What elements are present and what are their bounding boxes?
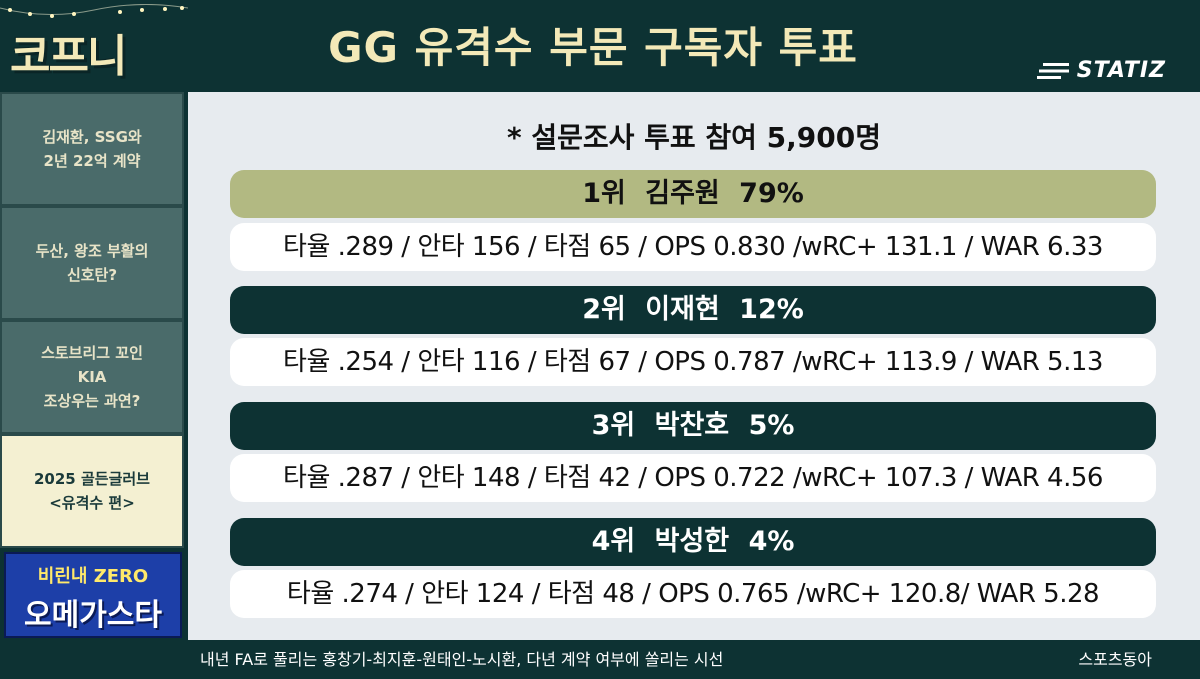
- rank-header-2: 2위 이재현 12%: [230, 286, 1156, 334]
- ad-box: 비린내 ZERO 오메가스타: [4, 552, 182, 638]
- brand-watermark: STATIZ: [1036, 58, 1166, 83]
- rank-header-4: 4위 박성한 4%: [230, 518, 1156, 566]
- sidebar-item-label: 스토브리그 꼬인 KIA 조상우는 과연?: [41, 344, 143, 410]
- sidebar-item-kim-jaehwan[interactable]: 김재환, SSG와 2년 22억 계약: [0, 92, 184, 206]
- ad-tagline: 비린내 ZERO: [37, 566, 149, 587]
- stat-line-3: 타율 .287 / 안타 148 / 타점 42 / OPS 0.722 /wR…: [230, 454, 1156, 502]
- sidebar-item-kia[interactable]: 스토브리그 꼬인 KIA 조상우는 과연?: [0, 320, 184, 434]
- vote-percent: 12%: [739, 294, 804, 325]
- header: GG 유격수 부문 구독자 투표 STATIZ: [188, 0, 1200, 92]
- sidebar-item-label: 두산, 왕조 부활의 신호탄?: [35, 242, 149, 284]
- main-content: * 설문조사 투표 참여 5,900명 1위 김주원 79% 타율 .289 /…: [188, 92, 1200, 640]
- rank-header-1: 1위 김주원 79%: [230, 170, 1156, 218]
- ad-product-name: 오메가스타: [24, 598, 162, 633]
- string-lights-icon: [0, 4, 188, 18]
- vote-percent: 79%: [739, 178, 804, 209]
- sidebar-item-golden-glove[interactable]: 2025 골든글러브 <유격수 편>: [0, 434, 184, 548]
- vote-percent: 4%: [748, 526, 795, 557]
- ticker-headline: 내년 FA로 풀리는 홍창기-최지훈-원태인-노시환, 다년 계약 여부에 쏠리…: [200, 650, 724, 669]
- rank-label: 1위: [582, 178, 626, 209]
- player-name: 박찬호: [654, 410, 730, 441]
- ad-banner[interactable]: 비린내 ZERO 오메가스타: [0, 548, 188, 640]
- rank-label: 2위: [582, 294, 626, 325]
- player-name: 박성한: [654, 526, 730, 557]
- stat-line-2: 타율 .254 / 안타 116 / 타점 67 / OPS 0.787 /wR…: [230, 338, 1156, 386]
- rank-label: 4위: [591, 526, 636, 557]
- player-name: 김주원: [645, 178, 720, 209]
- rank-header-3: 3위 박찬호 5%: [230, 402, 1156, 450]
- sidebar-item-doosan[interactable]: 두산, 왕조 부활의 신호탄?: [0, 206, 184, 320]
- sidebar: 김재환, SSG와 2년 22억 계약 두산, 왕조 부활의 신호탄? 스토브리…: [0, 92, 188, 640]
- vote-percent: 5%: [748, 410, 795, 441]
- sidebar-item-label: 2025 골든글러브 <유격수 편>: [34, 470, 150, 512]
- statiz-speed-lines-icon: [1036, 62, 1069, 79]
- channel-logo: 코프니: [0, 0, 188, 92]
- survey-participants: * 설문조사 투표 참여 5,900명: [506, 121, 882, 154]
- brand-text: STATIZ: [1076, 58, 1166, 83]
- sidebar-item-label: 김재환, SSG와 2년 22억 계약: [42, 128, 142, 170]
- page-title: GG 유격수 부문 구독자 투표: [328, 23, 858, 72]
- logo-text: 코프니: [10, 31, 127, 82]
- rank-label: 3위: [591, 410, 636, 441]
- player-name: 이재현: [645, 294, 720, 325]
- stat-line-4: 타율 .274 / 안타 124 / 타점 48 / OPS 0.765 /wR…: [230, 570, 1156, 618]
- news-ticker: 내년 FA로 풀리는 홍창기-최지훈-원태인-노시환, 다년 계약 여부에 쏠리…: [0, 640, 1200, 679]
- source-label: 스포츠동아: [1078, 650, 1152, 669]
- stat-line-1: 타율 .289 / 안타 156 / 타점 65 / OPS 0.830 /wR…: [230, 223, 1156, 271]
